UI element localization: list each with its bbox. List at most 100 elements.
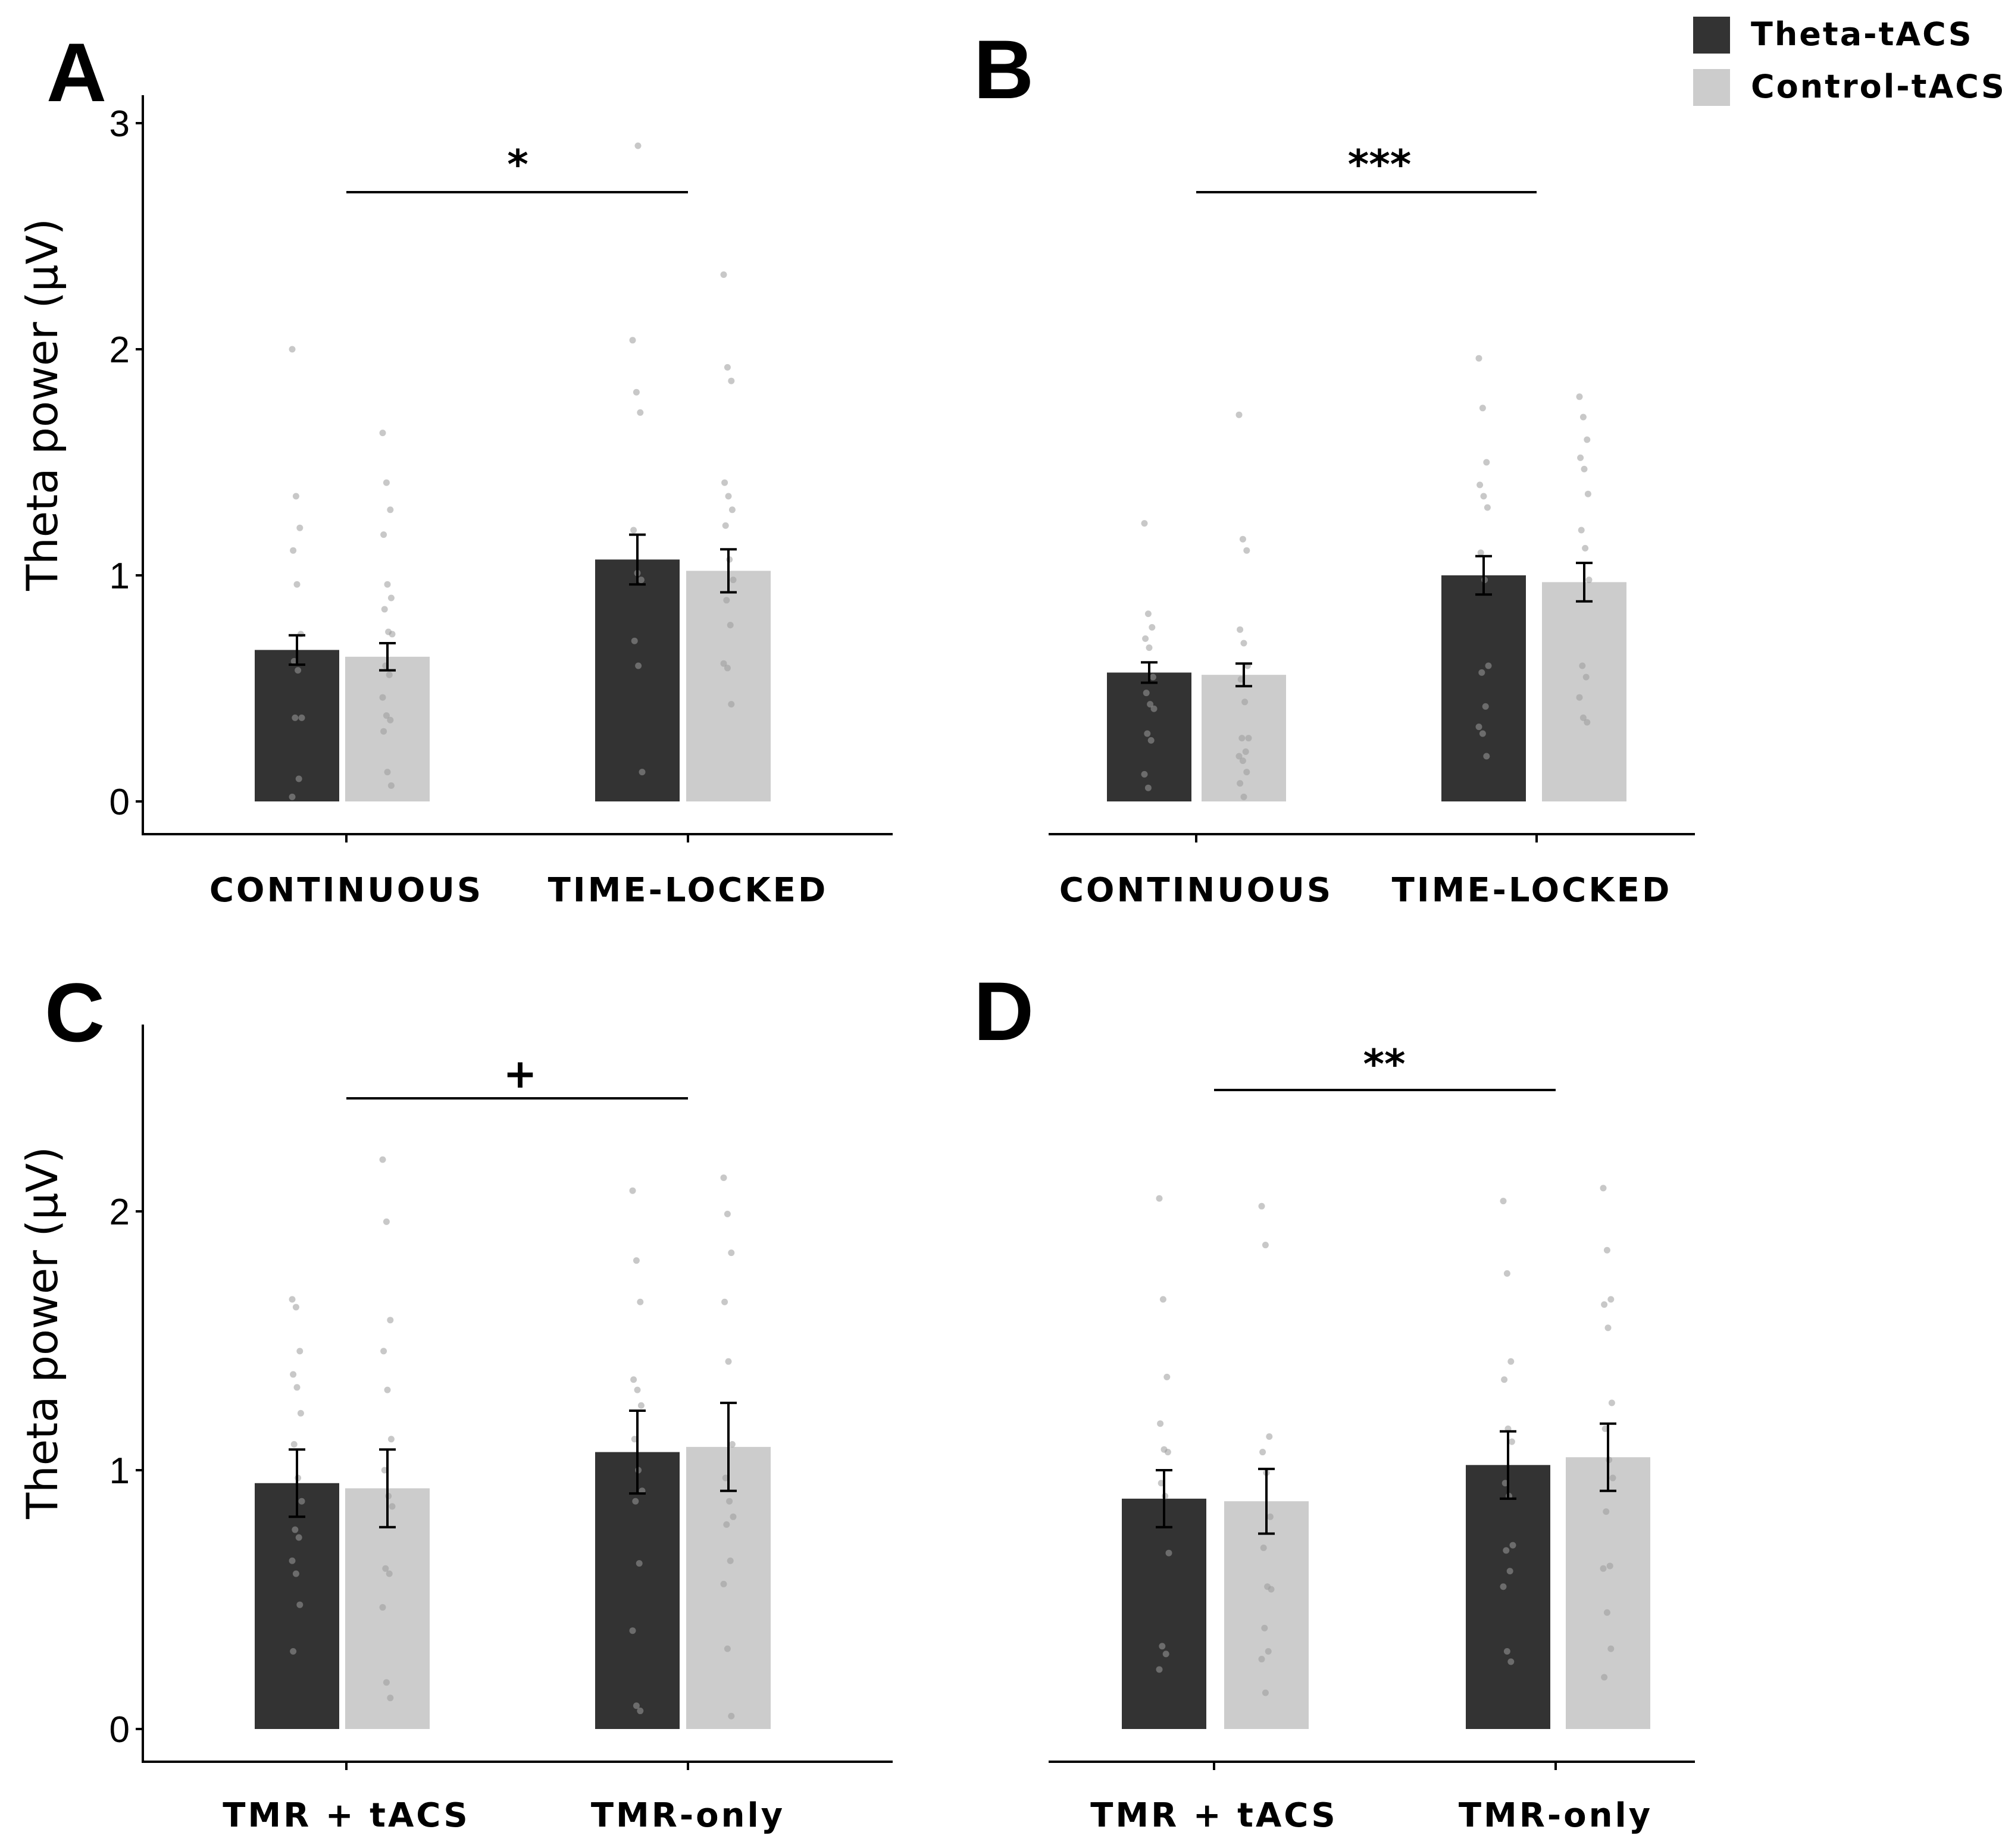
data-point-d [1164,1449,1171,1456]
x-tick-a-continuous: CONTINUOUS [209,871,483,910]
data-point-c [295,1534,302,1541]
data-point-c [630,1376,637,1383]
data-point-c [728,1441,736,1448]
y-axis-label-a: Theta power (µV) [17,218,67,591]
data-point-c [292,1304,299,1311]
data-point-b [1147,701,1154,708]
data-point-a [629,337,636,344]
data-point-d [1260,1545,1267,1551]
y-tick-label-c: 2 [110,1192,130,1233]
panel-d: D TMR + tACS TMR-only ** [974,964,1695,1835]
data-point-b [1235,411,1243,418]
data-point-a [384,769,391,776]
data-point-a [289,346,296,353]
panel-c: C Theta power (µV) 0 1 2 TMR + tACS TMR-on… [17,966,893,1835]
data-point-c [289,1557,296,1564]
data-point-c [290,1648,297,1655]
y-tick-label-c: 1 [110,1451,130,1492]
data-point-a [387,782,395,789]
bar-c-control-0 [345,1488,430,1729]
data-point-c [384,1386,391,1393]
data-point-d [1509,1542,1516,1549]
data-point-d [1604,1324,1612,1332]
data-point-c [724,1645,731,1652]
data-point-c [292,1526,299,1533]
data-point-c [386,1570,393,1577]
data-point-d [1265,1648,1272,1655]
plot-area-b [1049,191,1695,842]
data-point-c [637,1708,644,1715]
data-point-c [720,1174,727,1181]
data-point-b [1478,669,1485,676]
data-point-c [387,1694,394,1702]
data-point-c [726,1498,733,1505]
data-point-b [1579,662,1586,669]
data-point-d [1607,1296,1615,1303]
data-point-b [1243,547,1250,554]
data-point-d [1508,1438,1515,1445]
data-point-d [1165,1549,1172,1556]
plot-area-a: 0 1 2 3 [110,95,893,842]
data-point-b [1584,436,1591,443]
legend-swatch-control [1693,69,1730,106]
data-point-a [720,271,727,278]
data-point-a [383,479,390,486]
data-point-a [384,581,391,588]
data-point-d [1603,1246,1610,1254]
outlier-point-a [634,142,642,149]
data-point-d [1507,1658,1515,1665]
data-point-d [1600,1185,1607,1192]
data-point-b [1237,780,1244,787]
data-point-a [387,506,394,513]
data-point-a [289,793,296,800]
data-point-d [1266,1513,1274,1520]
data-point-b [1582,674,1590,681]
data-point-b [1242,748,1249,755]
data-point-d [1503,1270,1510,1277]
significance-d: ** [1363,1041,1405,1088]
panel-letter-b: B [974,23,1034,116]
data-point-c [629,1187,636,1194]
data-point-d [1502,1480,1509,1487]
data-point-d [1503,1547,1510,1554]
data-point-b [1480,493,1487,500]
data-point-d [1507,1358,1515,1365]
data-point-a [637,577,645,584]
data-point-d [1600,1565,1607,1572]
y-tick-label-a: 0 [110,782,130,823]
data-point-d [1262,1689,1269,1696]
data-point-d [1156,1666,1163,1673]
data-point-a [635,662,642,669]
panel-b: B CONTINUOUS TIME-LOCKED *** [974,23,1695,910]
data-point-b [1584,719,1591,726]
data-point-a [296,524,304,531]
data-point-a [379,694,386,701]
x-tick-b-timelocked: TIME-LOCKED [1392,871,1672,910]
data-point-a [722,522,729,529]
data-point-c [389,1503,396,1510]
data-point-b [1143,690,1150,697]
data-point-d [1601,1674,1608,1681]
data-point-b [1482,703,1489,710]
data-point-b [1141,520,1148,527]
data-point-d [1159,1643,1166,1650]
y-tick-label-a: 3 [110,104,130,145]
data-point-a [720,660,727,667]
data-point-b [1584,490,1591,497]
data-point-b [1579,714,1587,721]
data-point-d [1500,1198,1507,1205]
data-point-b [1241,699,1249,706]
data-point-a [386,671,393,678]
data-point-c [727,1557,734,1564]
plot-area-d [1049,1089,1695,1770]
data-point-a [292,714,299,721]
data-point-b [1245,735,1252,742]
panel-letter-d: D [974,964,1034,1058]
y-tick-label-c: 0 [110,1709,130,1750]
x-tick-d-tmr-only: TMR-only [1459,1796,1653,1835]
legend-label-control: Control-tACS [1751,68,2002,105]
data-point-d [1268,1586,1275,1593]
bar-a-control-0 [345,656,430,801]
panel-letter-a: A [46,26,107,119]
